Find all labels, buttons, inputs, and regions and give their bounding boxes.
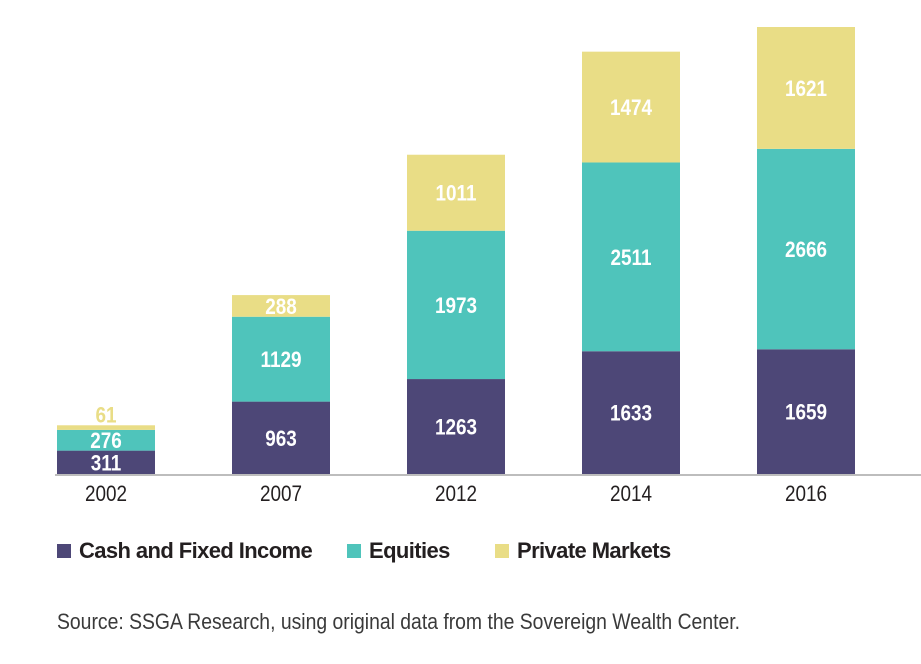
data-label: 1973 [435, 294, 477, 319]
data-label: 61 [95, 403, 116, 428]
legend: Cash and Fixed Income Equities Private M… [0, 538, 921, 568]
data-label: 1011 [435, 181, 476, 206]
data-label: 1263 [435, 415, 477, 440]
x-tick-label: 2002 [85, 482, 127, 507]
bar-segment [757, 349, 855, 474]
bar-segment [757, 27, 855, 149]
bar-segment [582, 351, 680, 474]
data-label: 1474 [610, 96, 653, 121]
x-tick-label: 2007 [260, 482, 302, 507]
legend-label: Cash and Fixed Income [79, 538, 313, 563]
data-label: 288 [265, 295, 297, 320]
bar-segment [582, 162, 680, 352]
bar-segment [57, 450, 155, 474]
bar-segment [407, 154, 505, 231]
bar-segment [757, 148, 855, 350]
legend-swatch [495, 544, 509, 558]
bar-segment [232, 401, 330, 474]
data-label: 311 [91, 451, 122, 476]
x-tick-label: 2016 [785, 482, 827, 507]
source-note: Source: SSGA Research, using original da… [57, 609, 740, 634]
legend-item-cash: Cash and Fixed Income [57, 538, 313, 564]
bar-segment [582, 51, 680, 163]
data-label: 1129 [260, 348, 301, 373]
bar-segment [407, 230, 505, 380]
legend-swatch [57, 544, 71, 558]
bar-segment [57, 425, 155, 430]
x-tick-label: 2014 [610, 482, 652, 507]
data-label: 2511 [610, 246, 651, 271]
legend-item-private-markets: Private Markets [495, 538, 671, 564]
legend-swatch [347, 544, 361, 558]
bar-segment [57, 429, 155, 451]
data-label: 963 [265, 427, 297, 452]
legend-label: Equities [369, 538, 450, 563]
bar-segment [407, 379, 505, 474]
bar-segment [232, 295, 330, 317]
bar-segment [232, 316, 330, 402]
data-label: 1633 [610, 401, 652, 426]
legend-label: Private Markets [517, 538, 671, 563]
data-label: 1659 [785, 400, 827, 425]
data-label: 276 [90, 429, 122, 454]
data-label: 1621 [785, 77, 827, 102]
legend-item-equities: Equities [347, 538, 450, 564]
x-tick-label: 2012 [435, 482, 477, 507]
data-label: 2666 [785, 238, 827, 263]
